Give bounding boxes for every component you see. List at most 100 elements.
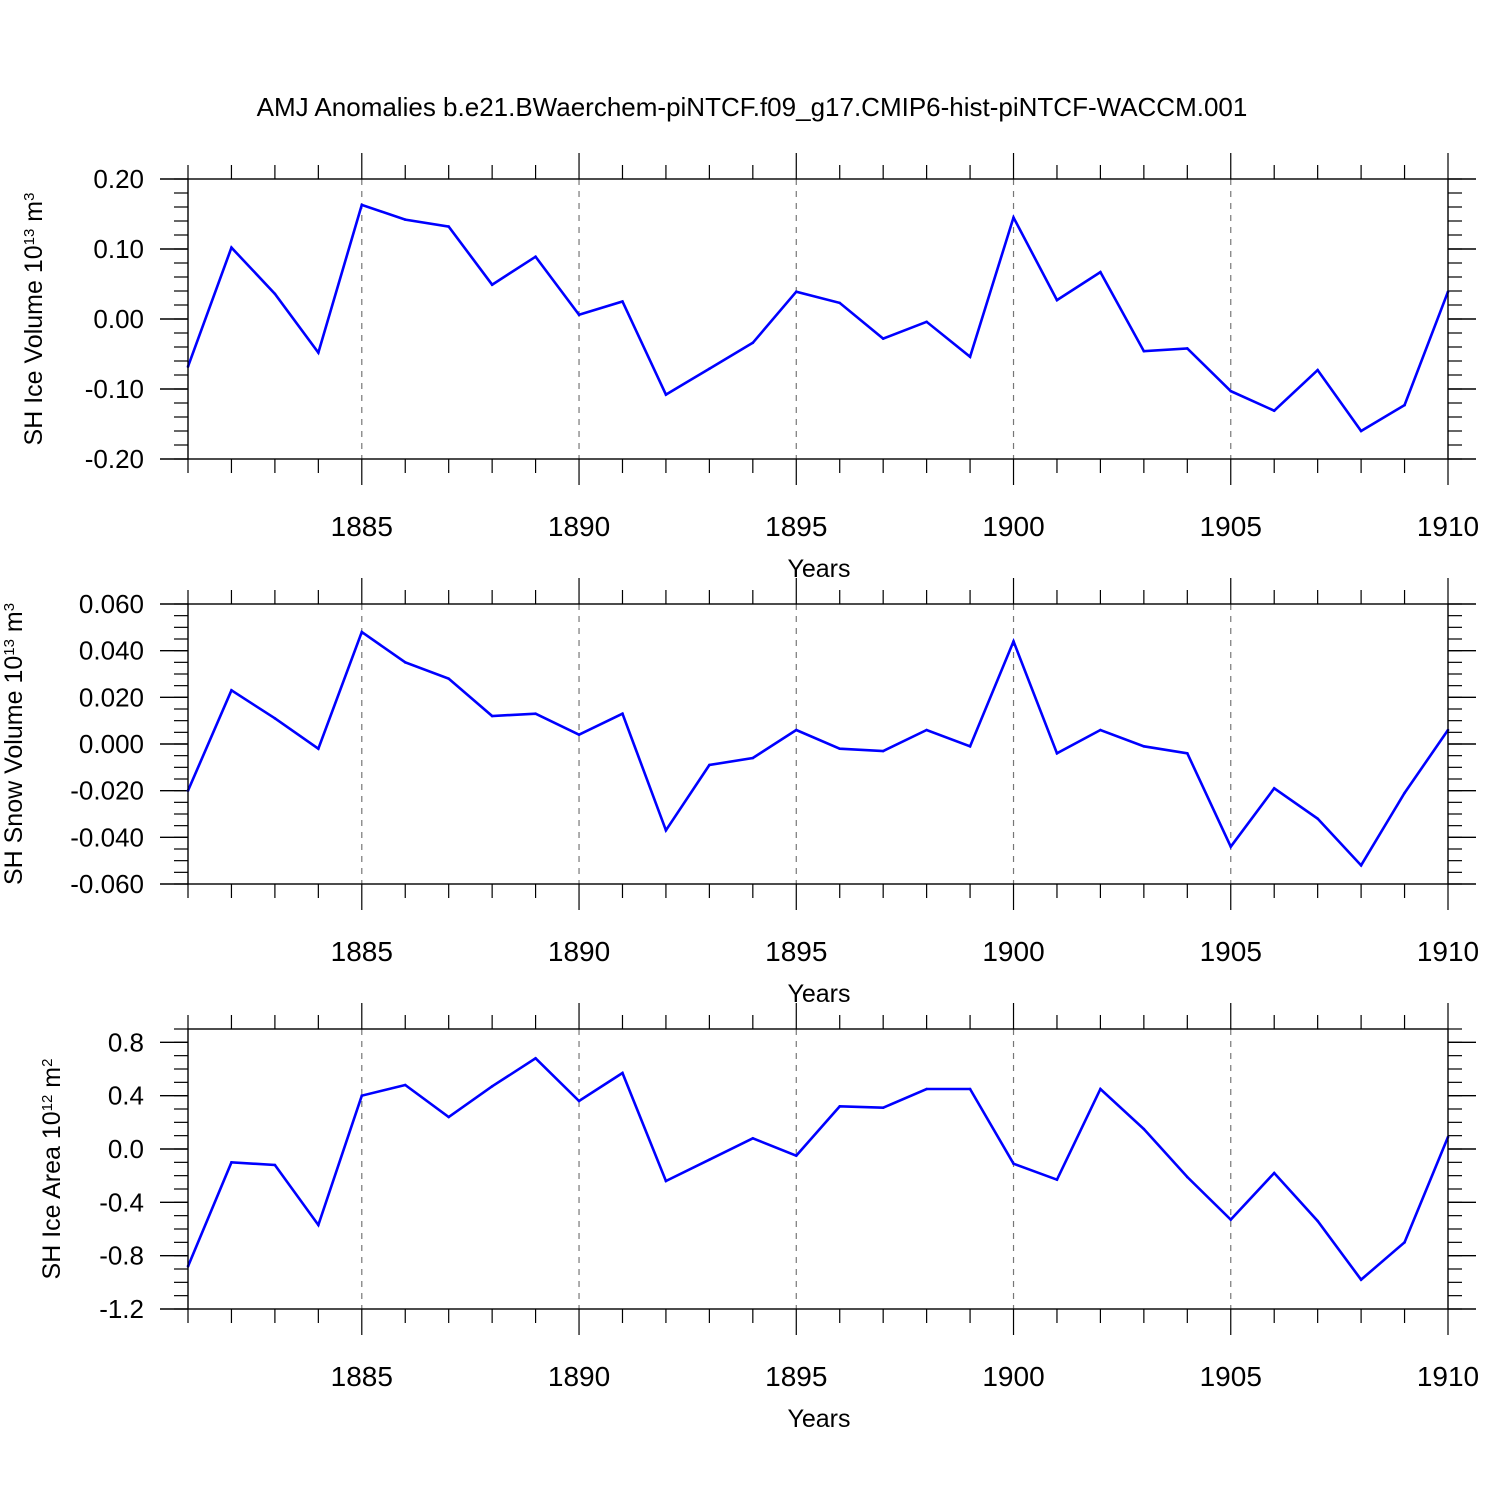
x-tick-label-1905: 1905 [1200,511,1262,542]
data-point-ice-volume-1887 [447,225,450,228]
y-axis-label: SH Ice Volume 1013 m3 [20,193,48,446]
y-axis-label-superscript: 3 [1,603,18,611]
series-line-ice-area [186,1056,1450,1282]
y-tick-label: -0.4 [99,1187,144,1217]
x-tick-label-1905: 1905 [1200,1361,1262,1392]
data-point-ice-volume-1892 [664,393,668,396]
data-point-ice-volume-1901 [1055,298,1059,302]
data-point-ice-area-1888 [490,1085,494,1088]
data-point-ice-volume-1909 [1403,403,1406,407]
data-point-ice-volume-1885 [360,203,364,207]
y-tick-label: 0.00 [93,304,144,334]
data-point-ice-area-1908 [1359,1278,1363,1281]
data-point-snow-volume-1889 [534,712,537,715]
data-point-snow-volume-1891 [621,712,624,715]
x-tick-label-1885: 1885 [331,1361,393,1392]
data-point-ice-volume-1884 [317,351,320,354]
panel-snow-volume: 0.060 0.040 0.020 0.000 -0.020 -0.040 -0.060 18… [0,578,1479,1008]
data-point-ice-volume-1902 [1099,270,1102,274]
data-point-ice-area-1889 [534,1057,537,1060]
x-tick-label-1885: 1885 [331,511,393,542]
x-tick-label-1890: 1890 [548,1361,610,1392]
y-tick-label: 0.8 [108,1027,144,1057]
y-axis-label-part: SH Ice Volume 10 [20,245,48,445]
data-point-snow-volume-1887 [447,677,450,680]
data-point-ice-area-1883 [273,1163,277,1167]
y-axis-label: SH Ice Area 1012 m2 [38,1059,66,1280]
data-point-snow-volume-1893 [708,763,711,767]
data-point-ice-volume-1882 [230,246,233,249]
panel-ice-area: 0.8 0.4 0.0 -0.4 -0.8 -1.2 1885 1890 1895 1900 190… [38,1003,1479,1433]
y-tick-label: 0.20 [93,164,144,194]
y-tick-label: 0.040 [79,636,144,666]
y-tick-label: 0.020 [79,682,144,712]
plot-frame-ice-volume [187,178,1449,460]
data-point-ice-volume-1900 [1012,216,1015,219]
data-point-snow-volume-1885 [360,630,364,634]
x-tick-label-1890: 1890 [548,936,610,967]
data-point-snow-volume-1896 [838,747,842,750]
data-point-ice-volume-1903 [1142,349,1146,353]
data-point-ice-volume-1894 [751,341,755,345]
data-point-snow-volume-1907 [1316,817,1319,820]
data-point-ice-area-1909 [1403,1241,1406,1244]
data-point-ice-volume-1889 [534,255,537,258]
data-point-snow-volume-1905 [1229,845,1233,848]
y-tick-label: -0.020 [70,776,144,806]
y-tick-label: -0.8 [99,1241,144,1271]
data-point-snow-volume-1906 [1272,787,1276,790]
data-point-ice-area-1896 [838,1105,842,1108]
data-point-ice-volume-1888 [490,283,494,287]
y-axis-label-superscript: 3 [21,193,38,201]
y-tick-label: 0.4 [108,1081,144,1111]
data-point-ice-volume-1895 [794,290,798,294]
y-axis-label: SH Snow Volume 1013 m3 [0,603,28,885]
data-point-ice-area-1906 [1272,1171,1276,1175]
data-point-snow-volume-1888 [490,714,494,718]
data-point-snow-volume-1884 [317,747,320,750]
data-point-ice-area-1893 [708,1158,711,1161]
plot-frame-snow-volume [187,603,1449,885]
y-tick-label: 0.0 [108,1134,144,1164]
data-point-ice-area-1895 [794,1154,798,1157]
x-tick-label-1910: 1910 [1417,1361,1479,1392]
x-tick-label-1895: 1895 [765,1361,827,1392]
x-tick-label-1890: 1890 [548,511,610,542]
data-point-ice-volume-1898 [925,320,928,324]
y-tick-label: -0.060 [70,869,144,899]
data-point-ice-area-1884 [317,1223,320,1227]
data-point-ice-area-1903 [1142,1127,1146,1131]
data-point-ice-volume-1907 [1316,368,1319,372]
y-tick-label: -0.040 [70,822,144,852]
data-point-ice-area-1899 [968,1087,972,1091]
x-tick-label-1895: 1895 [765,936,827,967]
data-point-ice-volume-1893 [708,367,711,371]
data-point-snow-volume-1886 [403,661,407,664]
data-point-ice-area-1894 [751,1137,755,1140]
x-tick-label-1910: 1910 [1417,511,1479,542]
y-axis-label-part: m [38,1067,66,1095]
data-point-snow-volume-1883 [273,717,277,720]
data-point-ice-volume-1906 [1272,409,1276,413]
data-point-ice-area-1890 [577,1099,581,1103]
data-point-ice-area-1902 [1099,1087,1102,1091]
data-point-snow-volume-1904 [1186,752,1189,755]
data-point-ice-area-1898 [925,1087,928,1091]
data-point-ice-volume-1908 [1359,429,1363,433]
y-axis-label-superscript: 12 [39,1095,56,1112]
x-tick-label-1885: 1885 [331,936,393,967]
data-point-ice-volume-1886 [403,218,407,221]
x-tick-label-1900: 1900 [982,936,1044,967]
data-point-snow-volume-1882 [230,689,233,692]
y-axis-label-superscript: 13 [1,639,18,656]
y-tick-label: 0.000 [79,729,144,759]
data-point-ice-area-1904 [1186,1175,1189,1179]
data-point-ice-volume-1883 [273,292,277,296]
data-point-ice-volume-1897 [881,337,885,340]
figure-title: AMJ Anomalies b.e21.BWaerchem-piNTCF.f09… [257,92,1248,122]
data-point-snow-volume-1909 [1403,791,1406,795]
data-point-snow-volume-1900 [1012,640,1015,643]
x-tick-label-1895: 1895 [765,511,827,542]
data-point-ice-area-1900 [1012,1162,1015,1165]
